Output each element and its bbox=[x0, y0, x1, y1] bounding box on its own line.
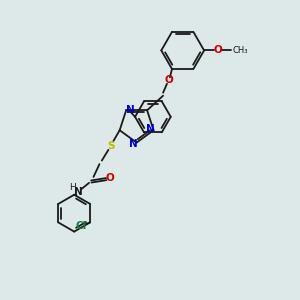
Text: Cl: Cl bbox=[76, 221, 87, 231]
Text: S: S bbox=[107, 141, 115, 151]
Text: O: O bbox=[105, 173, 114, 183]
Text: N: N bbox=[126, 105, 135, 115]
Text: H: H bbox=[69, 183, 76, 192]
Text: N: N bbox=[74, 187, 82, 197]
Text: CH₃: CH₃ bbox=[233, 46, 248, 55]
Text: N: N bbox=[129, 139, 138, 149]
Text: O: O bbox=[164, 75, 173, 85]
Text: N: N bbox=[146, 124, 155, 134]
Text: O: O bbox=[213, 45, 222, 56]
